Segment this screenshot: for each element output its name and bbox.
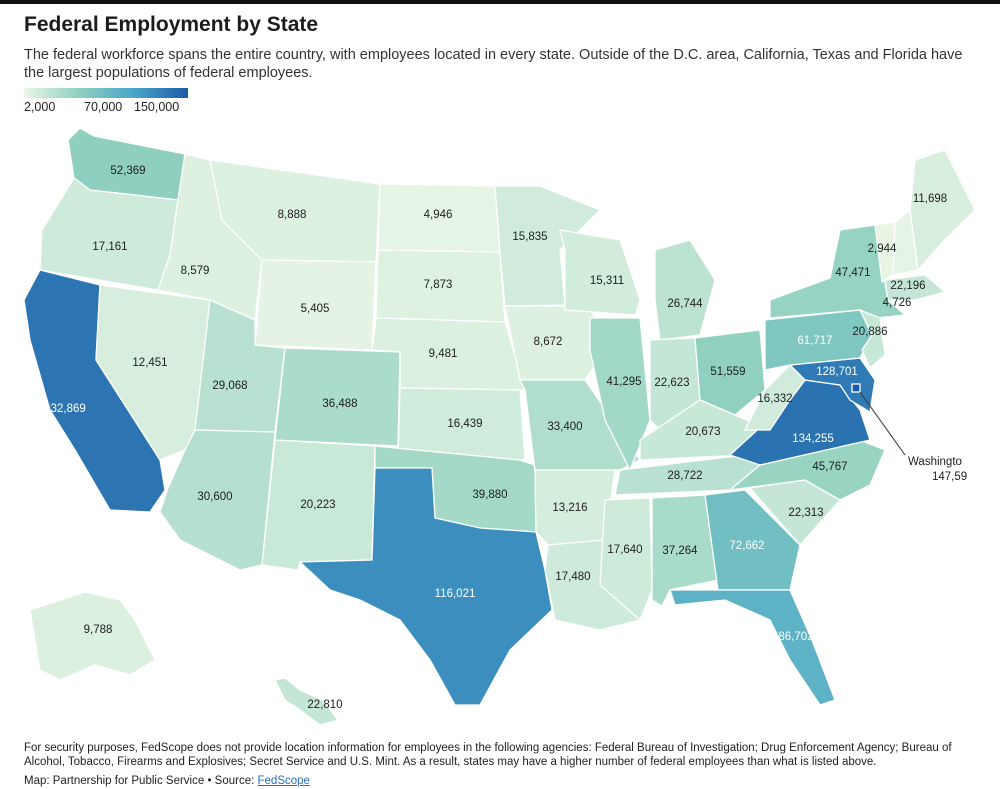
label-GA: 72,662 xyxy=(729,540,764,552)
state-DC[interactable] xyxy=(851,383,861,393)
map-subtitle: The federal workforce spans the entire c… xyxy=(24,47,963,81)
dc-callout-value: 147,59 xyxy=(932,471,967,483)
label-MI: 26,744 xyxy=(667,298,703,310)
label-HI: 22,810 xyxy=(307,699,342,711)
label-ND: 4,946 xyxy=(424,209,453,221)
label-PA: 61,717 xyxy=(797,335,832,347)
state-MI[interactable] xyxy=(654,239,716,341)
state-MS[interactable] xyxy=(599,497,653,622)
label-NV: 12,451 xyxy=(132,357,167,369)
state-MA[interactable] xyxy=(884,274,947,301)
map-title: Federal Employment by State xyxy=(24,13,319,36)
label-OR: 17,161 xyxy=(92,241,127,253)
state-FL[interactable] xyxy=(669,589,836,706)
label-SC: 22,313 xyxy=(788,507,823,519)
dc-callout-line xyxy=(859,391,906,456)
us-map: 52,369 17,161 132,869 12,451 8,579 8,888… xyxy=(0,110,1000,730)
fedscope-link[interactable]: FedScope xyxy=(257,775,310,787)
label-IA: 8,672 xyxy=(534,336,563,348)
label-MO: 33,400 xyxy=(547,421,582,433)
label-AK: 9,788 xyxy=(84,624,113,636)
label-AR: 13,216 xyxy=(552,502,587,514)
state-HI[interactable] xyxy=(274,677,340,726)
label-NH: 4,726 xyxy=(883,297,912,309)
label-UT: 29,068 xyxy=(212,380,247,392)
state-MD[interactable] xyxy=(788,357,876,414)
footnote: For security purposes, FedScope does not… xyxy=(24,742,952,768)
state-KS[interactable] xyxy=(397,387,526,461)
label-IL: 41,295 xyxy=(606,376,641,388)
label-NE: 9,481 xyxy=(429,348,458,360)
source-prefix: Map: Partnership for Public Service • So… xyxy=(24,775,258,787)
label-WY: 5,405 xyxy=(301,303,330,315)
label-NY: 47,471 xyxy=(835,267,870,279)
label-CO: 36,488 xyxy=(322,398,357,410)
label-CA: 132,869 xyxy=(44,403,86,415)
label-MN: 15,835 xyxy=(512,231,547,243)
label-ME: 11,698 xyxy=(913,193,947,205)
state-MN[interactable] xyxy=(494,185,602,307)
label-KS: 16,439 xyxy=(447,418,482,430)
label-ID: 8,579 xyxy=(181,265,210,277)
label-OH: 51,559 xyxy=(710,366,745,378)
state-OH[interactable] xyxy=(694,329,766,416)
legend-min-label: 2,000 xyxy=(24,100,56,114)
label-OK: 39,880 xyxy=(472,489,507,501)
label-SD: 7,873 xyxy=(424,279,453,291)
label-FL: 86,702 xyxy=(778,631,813,643)
label-MS: 17,640 xyxy=(607,544,642,556)
state-AK[interactable] xyxy=(29,591,156,681)
label-TX: 116,021 xyxy=(435,588,476,600)
label-LA: 17,480 xyxy=(555,571,590,583)
label-AL: 37,264 xyxy=(662,545,698,557)
label-IN: 22,623 xyxy=(654,377,689,389)
state-NJ[interactable] xyxy=(858,308,886,370)
top-rule xyxy=(0,0,1000,4)
state-ME[interactable] xyxy=(909,149,976,272)
legend-mid-label: 70,000 xyxy=(84,100,123,114)
dc-callout-name: Washingto xyxy=(908,456,962,468)
label-AZ: 30,600 xyxy=(197,491,232,503)
label-MT: 8,888 xyxy=(278,209,307,221)
state-WI[interactable] xyxy=(559,229,641,316)
label-WV: 16,332 xyxy=(757,393,792,405)
state-NY[interactable] xyxy=(769,224,907,319)
label-VA: 134,255 xyxy=(792,433,834,445)
state-GA[interactable] xyxy=(704,489,801,591)
source-line: Map: Partnership for Public Service • So… xyxy=(24,775,310,787)
label-NC: 45,767 xyxy=(812,461,847,473)
label-TN: 28,722 xyxy=(667,470,702,482)
legend-max-label: 150,000 xyxy=(134,100,180,114)
label-MA: 22,196 xyxy=(890,280,925,292)
label-NM: 20,223 xyxy=(300,499,335,511)
label-WA: 52,369 xyxy=(110,165,145,177)
state-TX[interactable] xyxy=(298,467,553,706)
label-VT: 2,944 xyxy=(868,243,897,255)
label-NJ: 20,886 xyxy=(852,326,887,338)
label-KY: 20,673 xyxy=(685,426,720,438)
legend-gradient xyxy=(24,88,188,98)
color-legend: 2,000 70,000 150,000 xyxy=(24,88,188,116)
label-WI: 15,311 xyxy=(590,275,624,287)
state-CO[interactable] xyxy=(274,347,401,447)
label-MD: 128,701 xyxy=(816,366,858,378)
